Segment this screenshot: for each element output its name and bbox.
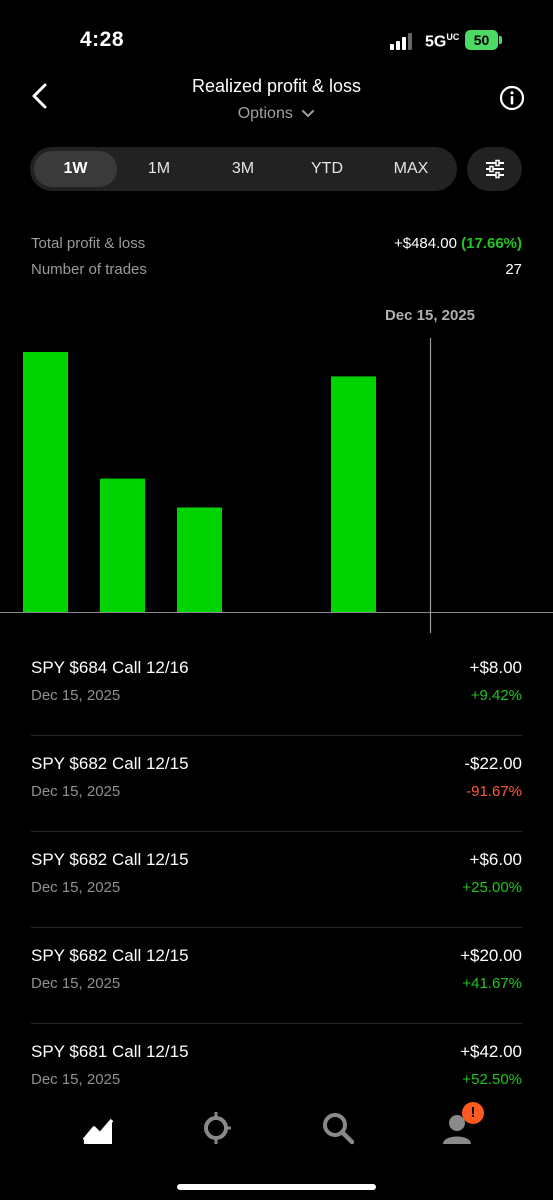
search-icon[interactable] xyxy=(320,1110,356,1146)
chart-canvas: Dec 15, 2025 xyxy=(0,307,553,633)
divider xyxy=(31,735,522,736)
trade-row[interactable]: SPY $681 Call 12/15 Dec 15, 2025 +$42.00… xyxy=(0,1024,553,1120)
notification-badge: ! xyxy=(462,1102,484,1124)
trade-name: SPY $681 Call 12/15 xyxy=(31,1042,189,1061)
trade-date: Dec 15, 2025 xyxy=(31,975,121,992)
home-indicator xyxy=(177,1184,376,1190)
trade-date: Dec 15, 2025 xyxy=(31,1071,121,1088)
tab-1w[interactable]: 1W xyxy=(34,151,117,187)
trade-name: SPY $682 Call 12/15 xyxy=(31,754,189,773)
crypto-icon[interactable] xyxy=(198,1110,234,1146)
tab-3m[interactable]: 3M xyxy=(231,160,255,177)
selected-date-label: Dec 15, 2025 xyxy=(385,307,475,324)
battery-icon: 50 xyxy=(465,30,503,50)
tab-max[interactable]: MAX xyxy=(393,160,429,177)
info-icon[interactable] xyxy=(499,85,525,111)
trade-percent: +52.50% xyxy=(462,1071,522,1088)
total-pl-amount: +$484.00 xyxy=(393,235,457,252)
chart-bar[interactable] xyxy=(100,478,145,612)
trade-row[interactable]: SPY $682 Call 12/15 Dec 15, 2025 -$22.00… xyxy=(0,736,553,832)
trade-row[interactable]: SPY $682 Call 12/15 Dec 15, 2025 +$20.00… xyxy=(0,928,553,1024)
trade-row[interactable]: SPY $684 Call 12/16 Dec 15, 2025 +$8.00 … xyxy=(0,640,553,736)
divider xyxy=(31,1023,522,1024)
chart-bar[interactable] xyxy=(23,352,68,612)
trade-name: SPY $682 Call 12/15 xyxy=(31,850,189,869)
investing-icon[interactable] xyxy=(80,1110,116,1146)
chart-bar[interactable] xyxy=(177,507,222,612)
filter-button[interactable] xyxy=(467,147,522,191)
back-arrow-icon[interactable] xyxy=(28,82,52,110)
trade-name: SPY $684 Call 12/16 xyxy=(31,658,189,677)
pl-bar-chart[interactable]: Dec 15, 2025 xyxy=(0,300,553,635)
trade-date: Dec 15, 2025 xyxy=(31,687,121,704)
page-title: Realized profit & loss xyxy=(191,76,362,96)
tab-1m[interactable]: 1M xyxy=(147,160,171,177)
total-pl-label: Total profit & loss xyxy=(31,235,146,252)
divider xyxy=(31,831,522,832)
trade-date: Dec 15, 2025 xyxy=(31,879,121,896)
network-indicator: 5GUC xyxy=(425,32,460,51)
options-dropdown-label: Options xyxy=(237,105,293,122)
sliders-icon xyxy=(486,159,504,179)
period-selector: 1W 1M 3M YTD MAX xyxy=(30,147,457,191)
trades-count-value: 27 xyxy=(505,261,522,278)
signal-icon xyxy=(390,32,416,50)
status-time: 4:28 xyxy=(80,28,125,51)
chart-bar[interactable] xyxy=(331,376,376,612)
battery-level: 50 xyxy=(465,30,498,50)
trade-percent: +9.42% xyxy=(470,687,522,704)
trade-percent: -91.67% xyxy=(466,783,522,800)
options-dropdown[interactable]: Options xyxy=(0,105,553,123)
trade-row[interactable]: SPY $682 Call 12/15 Dec 15, 2025 +$6.00 … xyxy=(0,832,553,928)
chevron-down-icon xyxy=(302,109,315,118)
trades-count-label: Number of trades xyxy=(31,261,147,278)
tab-ytd[interactable]: YTD xyxy=(311,160,343,177)
trade-name: SPY $682 Call 12/15 xyxy=(31,946,189,965)
trade-amount: +$20.00 xyxy=(460,946,522,965)
trade-percent: +25.00% xyxy=(462,879,522,896)
account-icon[interactable] xyxy=(440,1110,476,1146)
trade-amount: -$22.00 xyxy=(464,754,522,773)
total-pl-value: +$484.00 (17.66%) xyxy=(394,235,522,252)
trade-amount: +$6.00 xyxy=(469,850,522,869)
total-pl-percent: (17.66%) xyxy=(461,235,522,252)
trade-percent: +41.67% xyxy=(462,975,522,992)
trade-amount: +$42.00 xyxy=(460,1042,522,1061)
trade-date: Dec 15, 2025 xyxy=(31,783,121,800)
bottom-nav: ! xyxy=(0,1096,553,1200)
trade-amount: +$8.00 xyxy=(469,658,522,677)
divider xyxy=(31,927,522,928)
